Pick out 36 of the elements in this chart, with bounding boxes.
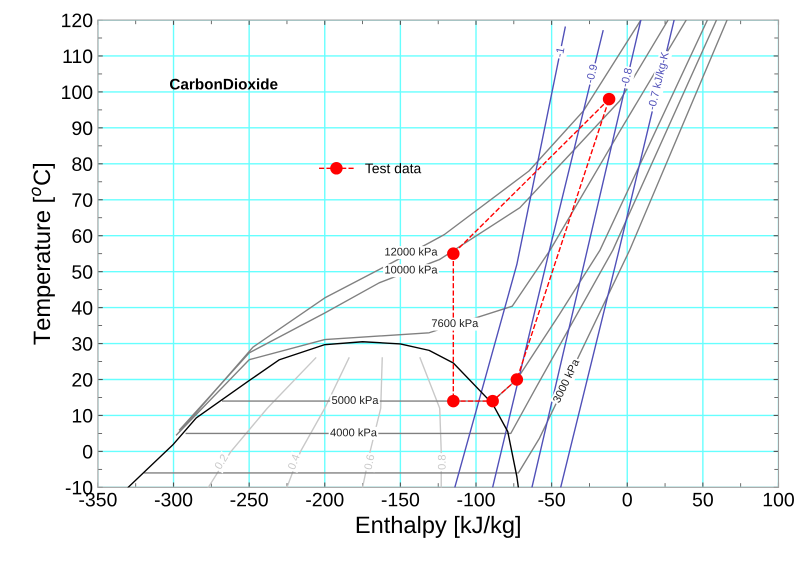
annotation: -0.7 kJ/kg-K: [647, 51, 671, 111]
y-tick-label: 80: [72, 157, 92, 172]
y-tick-label: 90: [72, 121, 92, 136]
annotation: -1: [555, 47, 564, 58]
x-tick-label: -250: [230, 492, 268, 506]
y-tick-label: 110: [64, 49, 92, 64]
annotation: 4000 kPa: [330, 428, 377, 436]
annotation: -0.8: [620, 68, 632, 88]
y-tick-label: -10: [66, 480, 92, 495]
x-tick-label: 0: [622, 492, 632, 506]
y-tick-label: 30: [72, 337, 92, 351]
y-tick-label: 40: [72, 301, 92, 315]
annotation: -0.9: [586, 64, 598, 84]
y-tick-label: 50: [72, 265, 92, 279]
annotation: 7600 kPa: [432, 318, 478, 328]
x-tick-label: -300: [154, 492, 192, 506]
y-tick-label: 0: [82, 444, 92, 459]
y-tick-label: 120: [62, 13, 92, 28]
annotation: 12000 kPa: [385, 247, 438, 256]
y-tick-label: 70: [72, 193, 92, 207]
y-axis-title: Temperature [$^{o}$C]: [32, 164, 55, 345]
x-tick-label: 100: [764, 492, 794, 506]
x-tick-label: 50: [692, 492, 713, 506]
x-axis-title: Enthalpy [kJ/kg]: [356, 516, 520, 538]
x-tick-label: -50: [538, 492, 565, 506]
x-tick-label: -200: [306, 492, 344, 506]
x-tick-label: -350: [79, 492, 117, 506]
y-tick-label: 100: [62, 85, 92, 100]
x-tick-label: -150: [382, 492, 420, 506]
annotation: 10000 kPa: [385, 265, 438, 274]
y-tick-label: 60: [72, 229, 92, 243]
y-tick-label: 10: [72, 408, 92, 423]
y-tick-label: 20: [72, 372, 92, 387]
annotation: 5000 kPa: [332, 396, 378, 404]
annotation: 3000 kPa: [552, 358, 580, 404]
x-tick-label: -100: [457, 492, 495, 506]
